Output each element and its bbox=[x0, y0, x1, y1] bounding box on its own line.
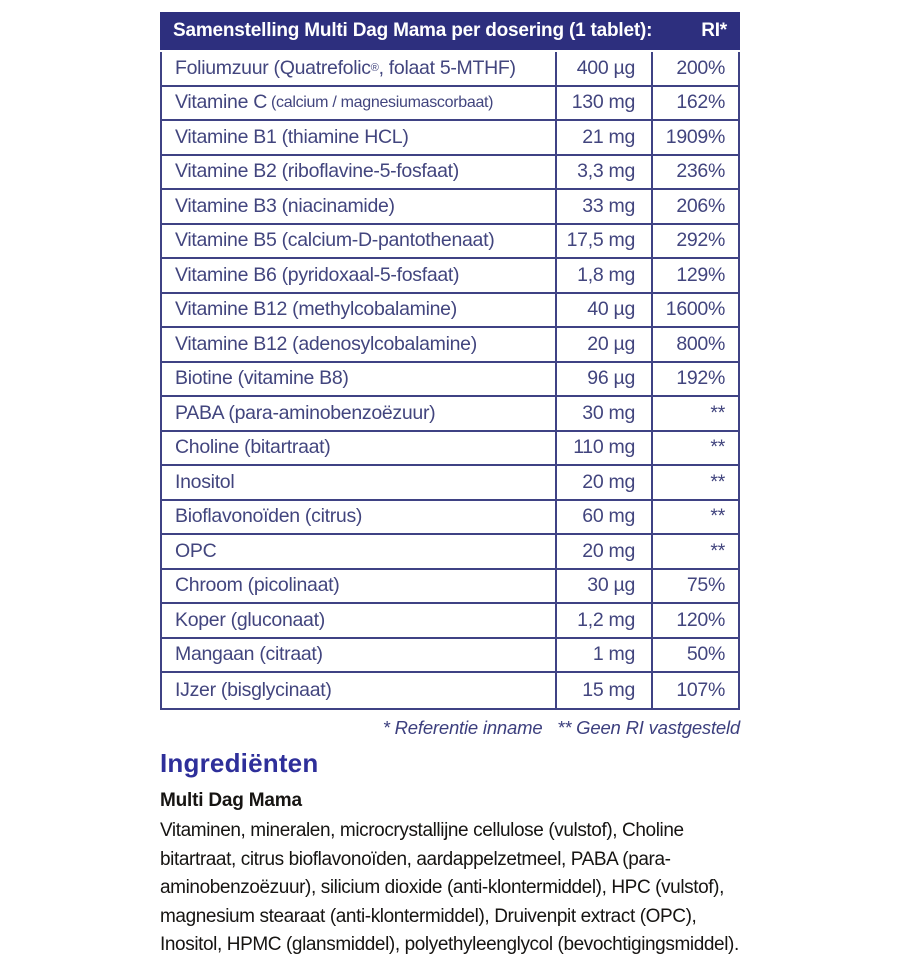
ingredient-ri: 1909% bbox=[665, 125, 726, 148]
ingredient-ri: ** bbox=[710, 436, 725, 459]
ingredient-ri: 75% bbox=[686, 574, 725, 597]
table-row: Vitamine B2 (riboflavine-5-fosfaat) 3,3 … bbox=[162, 155, 738, 190]
table-body: Foliumzuur (Quatrefolic ®, folaat 5-MTHF)… bbox=[160, 52, 740, 710]
ingredient-name: Vitamine B12 (methylcobalamine) bbox=[175, 298, 457, 321]
ingredient-amount: 1,2 mg bbox=[555, 604, 653, 637]
ingredient-ri: ** bbox=[710, 401, 725, 424]
ingredient-name: Vitamine C (calcium / magnesiumascorbaat) bbox=[175, 91, 494, 114]
ingredient-ri: 107% bbox=[676, 678, 725, 701]
ingredient-amount: 40 µg bbox=[555, 293, 653, 326]
ingredient-name: Koper (gluconaat) bbox=[175, 608, 325, 631]
ingredient-ri: 206% bbox=[676, 194, 725, 217]
ingredient-name: Choline (bitartraat) bbox=[175, 436, 331, 459]
ingredient-amount: 96 µg bbox=[555, 362, 653, 395]
ingredient-name: Inositol bbox=[175, 470, 235, 493]
ingredient-ri: 1600% bbox=[665, 298, 726, 321]
ingredient-ri: 120% bbox=[676, 608, 725, 631]
table-row: Vitamine B12 (adenosylcobalamine) 20 µg … bbox=[162, 328, 738, 363]
ingredient-amount: 400 µg bbox=[555, 52, 653, 85]
ingredient-amount: 21 mg bbox=[555, 121, 653, 154]
ingredient-amount: 20 µg bbox=[555, 328, 653, 361]
ingredient-name: Biotine (vitamine B8) bbox=[175, 367, 349, 390]
ingredient-amount: 60 mg bbox=[555, 500, 653, 533]
table-row: Chroom (picolinaat) 30 µg 75% bbox=[162, 569, 738, 604]
ingredient-name: Vitamine B3 (niacinamide) bbox=[175, 194, 395, 217]
ingredient-amount: 1,8 mg bbox=[555, 259, 653, 292]
product-name: Multi Dag Mama bbox=[160, 790, 302, 811]
ingredient-amount: 110 mg bbox=[555, 431, 653, 464]
ingredient-amount: 33 mg bbox=[555, 190, 653, 223]
ingredient-ri: ** bbox=[710, 505, 725, 528]
ri-column-header: RI* bbox=[701, 20, 727, 41]
ingredient-ri: 292% bbox=[676, 229, 725, 252]
table-row: Koper (gluconaat) 1,2 mg 120% bbox=[162, 604, 738, 639]
ingredient-name: Vitamine B2 (riboflavine-5-fosfaat) bbox=[175, 160, 459, 183]
table-row: Vitamine B3 (niacinamide) 33 mg 206% bbox=[162, 190, 738, 225]
ingredient-amount: 20 mg bbox=[555, 535, 653, 568]
ingredient-ri: 162% bbox=[676, 91, 725, 114]
ingredient-name: Vitamine B12 (adenosylcobalamine) bbox=[175, 332, 477, 355]
table-row: Mangaan (citraat) 1 mg 50% bbox=[162, 638, 738, 673]
ingredients-heading: Ingrediënten bbox=[160, 748, 319, 778]
table-footnote: * Referentie inname ** Geen RI vastgeste… bbox=[382, 717, 740, 738]
ingredient-name: Vitamine B1 (thiamine HCL) bbox=[175, 125, 409, 148]
composition-table: Samenstelling Multi Dag Mama per doserin… bbox=[160, 12, 740, 710]
ingredient-ri: 192% bbox=[676, 367, 725, 390]
ingredient-name: Chroom (picolinaat) bbox=[175, 574, 340, 597]
ingredient-name: Bioflavonoïden (citrus) bbox=[175, 505, 363, 528]
table-row: Vitamine B5 (calcium-D-pantothenaat) 17,… bbox=[162, 224, 738, 259]
ingredients-text: Vitaminen, mineralen, microcrystallijne … bbox=[160, 820, 739, 956]
ingredient-amount: 3,3 mg bbox=[555, 155, 653, 188]
ingredient-ri: 129% bbox=[676, 263, 725, 286]
ingredient-name: Vitamine B6 (pyridoxaal-5-fosfaat) bbox=[175, 263, 460, 286]
ingredient-ri: 200% bbox=[676, 56, 725, 79]
table-row: Bioflavonoïden (citrus) 60 mg ** bbox=[162, 500, 738, 535]
table-row: OPC 20 mg ** bbox=[162, 535, 738, 570]
ingredient-name: Foliumzuur (Quatrefolic ®, folaat 5-MTHF) bbox=[175, 56, 516, 79]
ingredient-ri: ** bbox=[710, 470, 725, 493]
table-row: Inositol 20 mg ** bbox=[162, 466, 738, 501]
table-title: Samenstelling Multi Dag Mama per doserin… bbox=[173, 20, 653, 41]
table-row: Vitamine B1 (thiamine HCL) 21 mg 1909% bbox=[162, 121, 738, 156]
ingredient-amount: 20 mg bbox=[555, 466, 653, 499]
ingredient-amount: 17,5 mg bbox=[555, 224, 653, 257]
ingredient-name: PABA (para-aminobenzoëzuur) bbox=[175, 401, 436, 424]
table-row: Vitamine B12 (methylcobalamine) 40 µg 16… bbox=[162, 293, 738, 328]
ingredient-ri: 50% bbox=[686, 643, 725, 666]
ingredient-ri: ** bbox=[710, 539, 725, 562]
ingredient-amount: 30 mg bbox=[555, 397, 653, 430]
ingredient-name: OPC bbox=[175, 539, 217, 562]
ingredient-name: Vitamine B5 (calcium-D-pantothenaat) bbox=[175, 229, 495, 252]
table-row: Choline (bitartraat) 110 mg ** bbox=[162, 431, 738, 466]
table-row: PABA (para-aminobenzoëzuur) 30 mg ** bbox=[162, 397, 738, 432]
ingredient-ri: 236% bbox=[676, 160, 725, 183]
table-row: IJzer (bisglycinaat) 15 mg 107% bbox=[162, 673, 738, 708]
ingredient-amount: 30 µg bbox=[555, 569, 653, 602]
ingredient-amount: 130 mg bbox=[555, 86, 653, 119]
table-row: Vitamine C (calcium / magnesiumascorbaat)… bbox=[162, 86, 738, 121]
table-row: Vitamine B6 (pyridoxaal-5-fosfaat) 1,8 m… bbox=[162, 259, 738, 294]
ingredient-amount: 15 mg bbox=[555, 673, 653, 708]
table-header: Samenstelling Multi Dag Mama per doserin… bbox=[160, 12, 740, 50]
ingredient-name: Mangaan (citraat) bbox=[175, 643, 323, 666]
table-row: Biotine (vitamine B8) 96 µg 192% bbox=[162, 362, 738, 397]
table-row: Foliumzuur (Quatrefolic ®, folaat 5-MTHF)… bbox=[162, 52, 738, 87]
ingredient-name: IJzer (bisglycinaat) bbox=[175, 678, 332, 701]
ingredient-ri: 800% bbox=[676, 332, 725, 355]
ingredient-amount: 1 mg bbox=[555, 638, 653, 671]
